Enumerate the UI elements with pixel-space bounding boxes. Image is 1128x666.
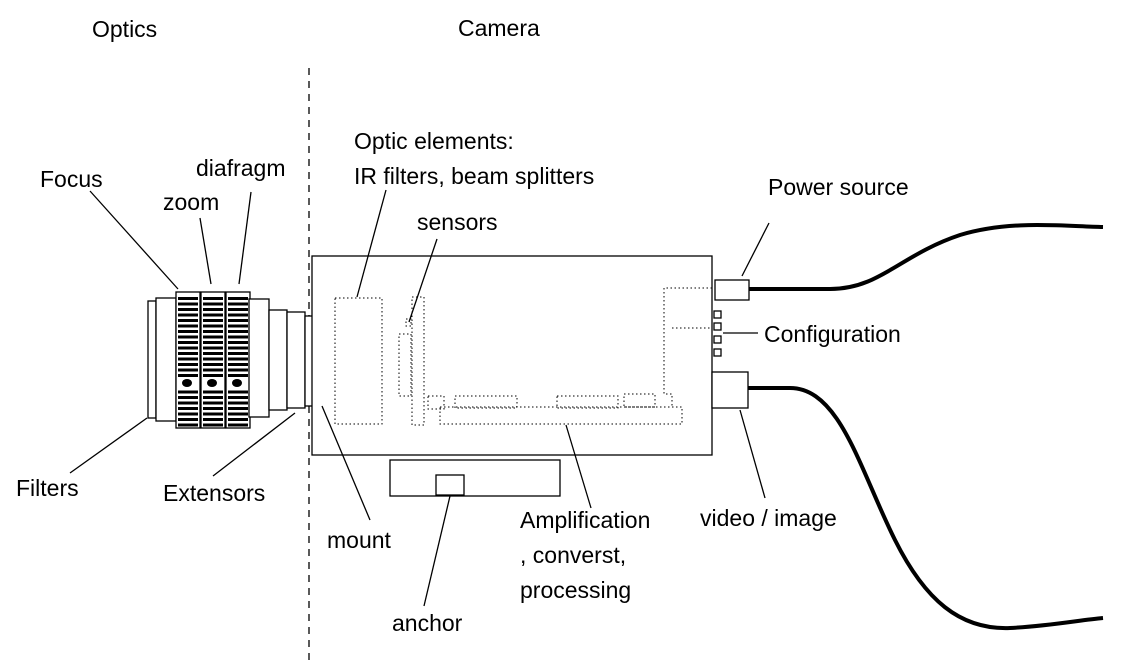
leader-diafragm [238, 191, 252, 285]
leader-mount [321, 405, 371, 521]
focus-ring-marker [182, 379, 192, 387]
label-power-source: Power source [768, 174, 909, 200]
label-extensors: Extensors [163, 480, 265, 506]
leader-zoom [199, 217, 212, 285]
processing-board [439, 406, 683, 425]
diafragm-ring-marker [232, 379, 242, 387]
interface-board [663, 287, 712, 407]
label-amplification-line1: Amplification [520, 507, 650, 533]
leader-anchor [423, 495, 451, 607]
lens-front-barrel [155, 297, 177, 422]
diafragm-ring [225, 291, 251, 429]
leader-focus [89, 190, 179, 290]
power-cable [749, 222, 1104, 291]
section-title-optics: Optics [92, 16, 157, 42]
label-filters: Filters [16, 475, 79, 501]
board-chip-4 [623, 393, 656, 408]
focus-ring [175, 291, 201, 429]
camera-body [311, 255, 713, 456]
label-configuration: Configuration [764, 321, 901, 347]
lens-assembly [147, 291, 331, 429]
config-pin-3 [713, 335, 722, 344]
filter-element [147, 300, 157, 419]
video-cable [748, 386, 1104, 631]
label-focus: Focus [40, 166, 103, 192]
extensor-ring-1 [268, 309, 288, 411]
lens-rings [175, 291, 251, 429]
label-sensors: sensors [417, 209, 498, 235]
label-zoom: zoom [163, 189, 219, 215]
leader-sensors [408, 238, 438, 323]
sensor-element [405, 318, 412, 327]
config-pin-2 [713, 322, 722, 331]
label-video-image: video / image [700, 505, 837, 531]
video-connector [711, 371, 749, 409]
lens-rear-barrel [248, 298, 270, 418]
label-optic-elements-line1: Optic elements: [354, 128, 514, 154]
sensor-board [411, 296, 425, 426]
board-chip-2 [454, 395, 518, 409]
board-chip-3 [556, 395, 619, 409]
anchor-screw [435, 474, 465, 496]
internal-components [334, 287, 712, 426]
zoom-ring [200, 291, 226, 429]
leader-power-source [741, 222, 770, 277]
zoom-ring-marker [207, 379, 217, 387]
optic-elements-block [334, 297, 383, 425]
config-pin-4 [713, 348, 722, 357]
label-mount: mount [327, 527, 392, 553]
leader-optic-elements [356, 189, 387, 298]
power-connector [714, 279, 750, 301]
leader-amplification [565, 424, 592, 509]
label-optic-elements-line2: IR filters, beam splitters [354, 163, 594, 189]
leader-filters [69, 417, 148, 474]
leader-video-image [739, 409, 766, 499]
anchor-plate [389, 459, 561, 497]
label-diafragm: diafragm [196, 155, 285, 181]
label-amplification-line2: , converst, [520, 542, 626, 568]
section-title-camera: Camera [458, 15, 540, 41]
sensor-chip [398, 333, 412, 397]
label-amplification-line3: processing [520, 577, 631, 603]
config-pin-1 [713, 310, 722, 319]
label-anchor: anchor [392, 610, 463, 636]
extensor-ring-2 [286, 311, 306, 409]
leader-extensors [212, 412, 296, 477]
board-chip-1 [427, 395, 445, 410]
